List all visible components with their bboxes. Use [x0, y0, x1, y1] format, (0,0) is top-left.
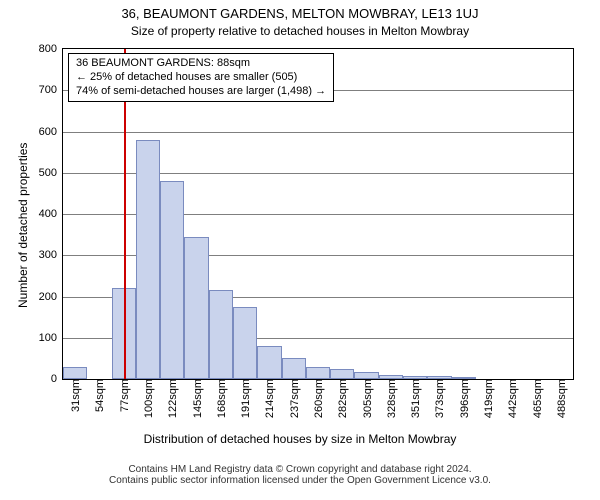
x-tick-label: 488sqm — [554, 379, 568, 418]
callout-line: ← 25% of detached houses are smaller (50… — [76, 71, 326, 85]
callout-line: 36 BEAUMONT GARDENS: 88sqm — [76, 57, 326, 71]
attribution-line: Contains HM Land Registry data © Crown c… — [0, 464, 600, 475]
x-tick-label: 465sqm — [530, 379, 544, 418]
x-tick-label: 282sqm — [335, 379, 349, 418]
x-tick-label: 442sqm — [505, 379, 519, 418]
x-tick-label: 214sqm — [262, 379, 276, 418]
attribution-line: Contains public sector information licen… — [0, 475, 600, 486]
x-tick-label: 260sqm — [311, 379, 325, 418]
y-tick-label: 100 — [39, 332, 63, 344]
x-tick-label: 122sqm — [165, 379, 179, 418]
chart-title: 36, BEAUMONT GARDENS, MELTON MOWBRAY, LE… — [0, 6, 600, 21]
x-tick-label: 396sqm — [457, 379, 471, 418]
histogram-bar — [160, 181, 184, 379]
x-tick-label: 77sqm — [117, 379, 131, 412]
x-tick-label: 100sqm — [141, 379, 155, 418]
x-tick-label: 373sqm — [432, 379, 446, 418]
histogram-bar — [282, 358, 306, 379]
y-tick-label: 300 — [39, 249, 63, 261]
y-tick-label: 500 — [39, 167, 63, 179]
x-tick-label: 168sqm — [214, 379, 228, 418]
x-axis-label: Distribution of detached houses by size … — [0, 432, 600, 446]
histogram-bar — [330, 369, 354, 379]
y-tick-label: 600 — [39, 126, 63, 138]
y-tick-label: 0 — [51, 373, 63, 385]
x-tick-label: 54sqm — [92, 379, 106, 412]
x-tick-label: 31sqm — [68, 379, 82, 412]
histogram-bar — [257, 346, 281, 379]
y-tick-label: 400 — [39, 208, 63, 220]
x-tick-label: 351sqm — [408, 379, 422, 418]
callout-line: 74% of semi-detached houses are larger (… — [76, 85, 326, 99]
x-tick-label: 419sqm — [481, 379, 495, 418]
histogram-bar — [136, 140, 160, 379]
x-tick-label: 328sqm — [384, 379, 398, 418]
y-axis-label: Number of detached properties — [16, 143, 30, 308]
gridline-h — [63, 132, 573, 133]
histogram-bar — [209, 290, 233, 379]
histogram-bar — [63, 367, 87, 379]
x-tick-label: 305sqm — [360, 379, 374, 418]
x-tick-label: 191sqm — [238, 379, 252, 418]
histogram-bar — [354, 372, 378, 379]
x-tick-label: 237sqm — [287, 379, 301, 418]
attribution: Contains HM Land Registry data © Crown c… — [0, 464, 600, 486]
histogram-bar — [306, 367, 330, 379]
histogram-bar — [233, 307, 257, 379]
chart-container: 36, BEAUMONT GARDENS, MELTON MOWBRAY, LE… — [0, 0, 600, 500]
chart-subtitle: Size of property relative to detached ho… — [0, 24, 600, 38]
y-tick-label: 800 — [39, 43, 63, 55]
marker-callout: 36 BEAUMONT GARDENS: 88sqm ← 25% of deta… — [68, 53, 334, 102]
x-tick-label: 145sqm — [190, 379, 204, 418]
y-tick-label: 200 — [39, 291, 63, 303]
y-tick-label: 700 — [39, 84, 63, 96]
histogram-bar — [184, 237, 208, 379]
